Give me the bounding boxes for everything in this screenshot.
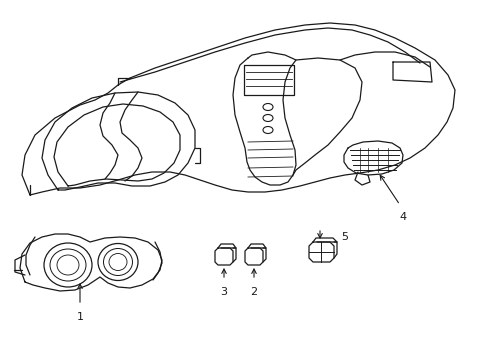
Text: 5: 5 bbox=[341, 232, 348, 242]
Text: 2: 2 bbox=[250, 287, 257, 297]
Text: 3: 3 bbox=[220, 287, 227, 297]
Text: 4: 4 bbox=[399, 212, 406, 222]
Text: 1: 1 bbox=[76, 312, 83, 322]
